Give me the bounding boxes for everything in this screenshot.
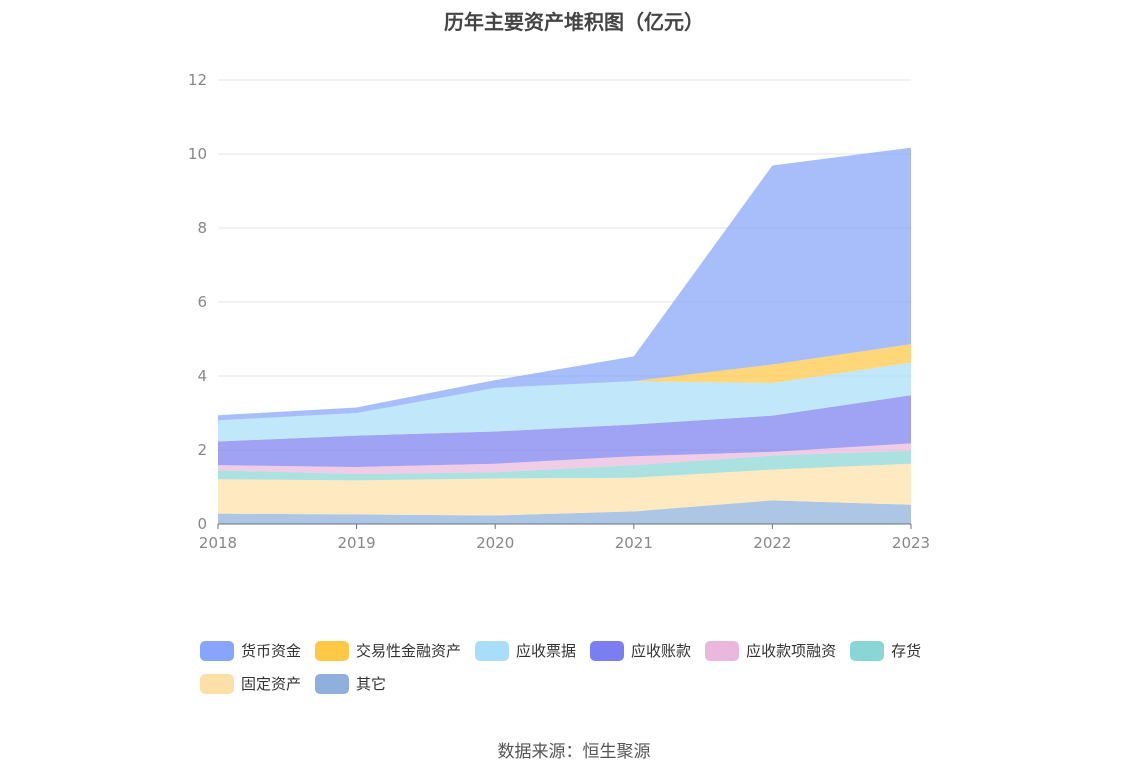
legend-label: 存货	[891, 642, 922, 660]
area-固定资产[interactable]	[218, 463, 911, 516]
stacked-area-chart: 0 2 4 6 8 10 12 2018 2019 2020 2021 2022 2023	[188, 71, 930, 552]
y-tick-label: 8	[197, 219, 207, 237]
y-tick-label: 12	[188, 71, 207, 89]
legend-swatch	[315, 673, 350, 694]
legend-label: 其它	[356, 675, 387, 693]
legend-swatch	[705, 640, 740, 661]
legend-item[interactable]: 其它	[315, 673, 386, 694]
y-tick-label: 4	[197, 367, 207, 385]
area-其它[interactable]	[218, 500, 911, 524]
axes: 0 2 4 6 8 10 12 2018 2019 2020 2021 2022 2023	[188, 71, 930, 552]
x-tick-label: 2020	[476, 534, 514, 552]
x-tick-label: 2022	[753, 534, 791, 552]
x-tick-label: 2021	[615, 534, 653, 552]
legend-label: 货币资金	[241, 642, 302, 660]
legend-item[interactable]: 应收款项融资	[705, 640, 836, 661]
legend-item[interactable]: 交易性金融资产	[315, 640, 461, 661]
legend-label: 应收票据	[516, 642, 577, 660]
area-货币资金[interactable]	[218, 147, 911, 421]
area-存货[interactable]	[218, 450, 911, 481]
area-series	[218, 147, 911, 524]
legend-label: 应收账款	[631, 642, 692, 660]
legend-label: 应收款项融资	[746, 642, 837, 660]
legend-item[interactable]: 货币资金	[200, 640, 301, 661]
area-应收款项融资[interactable]	[218, 443, 911, 475]
legend-swatch	[315, 640, 350, 661]
y-tick-label: 0	[197, 515, 207, 533]
legend: 货币资金 交易性金融资产 应收票据 应收账款 应收款项融资 存货固定资产 其它	[200, 640, 1000, 706]
legend-item[interactable]: 存货	[850, 640, 921, 661]
x-tick-label: 2018	[199, 534, 237, 552]
legend-swatch	[200, 673, 234, 694]
y-tick-label: 6	[197, 293, 207, 311]
chart-title: 历年主要资产堆积图（亿元）	[444, 10, 704, 34]
legend-swatch	[590, 640, 625, 661]
area-应收票据[interactable]	[218, 362, 911, 442]
legend-item[interactable]: 应收票据	[475, 640, 576, 661]
legend-item[interactable]: 应收账款	[590, 640, 691, 661]
legend-label: 固定资产	[241, 675, 302, 693]
legend-label: 交易性金融资产	[356, 642, 462, 660]
y-tick-label: 10	[188, 145, 207, 163]
area-应收账款[interactable]	[218, 395, 911, 468]
legend-swatch	[475, 640, 510, 661]
x-tick-label: 2023	[892, 534, 930, 552]
legend-swatch	[850, 640, 885, 661]
y-tick-label: 2	[197, 441, 207, 459]
legend-item[interactable]: 固定资产	[200, 673, 301, 694]
area-交易性金融资产[interactable]	[218, 344, 911, 421]
data-source-note: 数据来源：恒生聚源	[497, 742, 651, 762]
legend-swatch	[200, 640, 234, 661]
x-tick-label: 2019	[338, 534, 376, 552]
